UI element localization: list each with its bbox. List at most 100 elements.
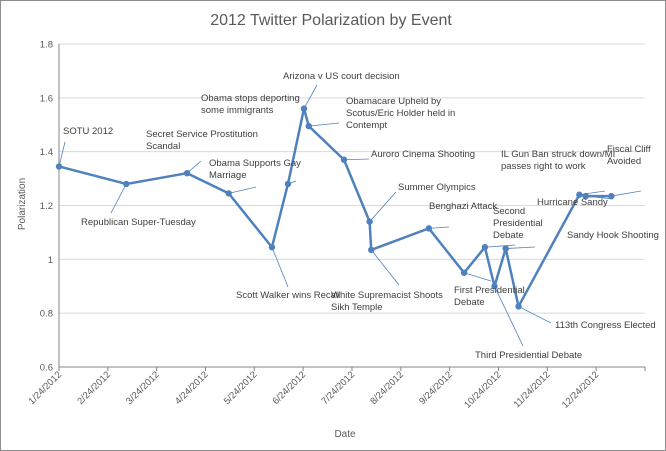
- annotation-leader: [428, 226, 450, 229]
- data-point: [340, 156, 348, 163]
- x-tick-label: 11/24/2012: [512, 369, 553, 410]
- data-point: [460, 269, 468, 276]
- y-tick-label: 0.8: [40, 309, 53, 320]
- annotation-line: Third Presidential Debate: [475, 350, 582, 361]
- y-tick-label: 1.2: [40, 201, 53, 212]
- annotation-label: SOTU 2012: [63, 126, 113, 137]
- annotation-leader: [303, 84, 318, 109]
- annotation-line: Obamacare Upheld by: [346, 96, 441, 107]
- data-point: [268, 244, 276, 251]
- annotation-label: Benghazi Attack: [429, 201, 497, 212]
- annotation-label: Secret Service Prostitution Scandal: [146, 129, 258, 152]
- annotation-line: Sandy Hook Shooting: [567, 230, 659, 241]
- data-point: [576, 191, 583, 198]
- series-polarization: [55, 105, 615, 310]
- data-point: [515, 303, 522, 310]
- annotation-label: White Supremacist Shoots Sikh Temple: [331, 290, 443, 313]
- annotation-line: Scandal: [146, 141, 180, 152]
- data-point: [425, 225, 433, 232]
- annotation-leader: [505, 246, 536, 249]
- annotation-leader: [271, 247, 289, 288]
- y-tick-label: 0.6: [40, 363, 53, 374]
- y-axis-title: Polarization: [17, 178, 28, 230]
- x-tick-label: 5/24/2012: [222, 369, 260, 407]
- data-point: [305, 122, 312, 130]
- data-point: [225, 190, 232, 197]
- annotation-leader: [518, 306, 552, 324]
- annotation-leader: [228, 186, 257, 194]
- data-point: [608, 192, 615, 200]
- annotation-line: Second: [493, 206, 525, 217]
- annotation-line: Fiscal Cliff: [607, 144, 651, 155]
- y-tick-label: 1.6: [40, 93, 53, 104]
- y-tick-label: 1.4: [40, 147, 53, 158]
- annotation-label: Sandy Hook Shooting: [567, 230, 659, 241]
- annotation-leader: [110, 183, 127, 214]
- annotation-line: Presidential: [493, 218, 543, 229]
- annotation-line: Summer Olympics: [398, 182, 476, 193]
- annotation-label: Fiscal Cliff Avoided: [607, 144, 651, 167]
- annotation-line: Scott Walker wins Recall: [236, 290, 340, 301]
- annotation-line: Obama Supports Gay: [209, 158, 301, 169]
- annotation-line: Debate: [454, 297, 485, 308]
- annotation-label: Obama stops deporting some immigrants: [201, 93, 300, 116]
- annotation-label: Obama Supports Gay Marriage: [209, 158, 301, 181]
- annotation-label: 113th Congress Elected: [555, 320, 656, 331]
- data-point: [582, 192, 589, 200]
- annotation-line: Benghazi Attack: [429, 201, 497, 212]
- data-point: [300, 105, 308, 112]
- x-tick-label: 6/24/2012: [271, 369, 309, 407]
- annotation-line: First Presidential: [454, 285, 525, 296]
- annotation-line: Arizona v US court decision: [283, 71, 400, 82]
- y-tick-label: 1.8: [40, 40, 53, 51]
- annotation-line: 113th Congress Elected: [555, 320, 656, 331]
- annotation-line: Debate: [493, 230, 524, 241]
- y-tick-label: 1: [48, 255, 53, 266]
- annotation-label: Obamacare Upheld by Scotus/Eric Holder he…: [346, 96, 455, 131]
- annotation-label: Summer Olympics: [398, 182, 476, 193]
- annotation-line: passes right to work: [501, 161, 586, 172]
- annotation-leader: [343, 158, 370, 161]
- x-tick-label: 10/24/2012: [462, 369, 503, 410]
- annotation-leader: [484, 244, 516, 248]
- annotation-line: Avoided: [607, 156, 641, 167]
- annotation-line: IL Gun Ban struck down/MI: [501, 149, 615, 160]
- annotation-label: IL Gun Ban struck down/MI passes right to…: [501, 149, 615, 172]
- data-point: [183, 170, 191, 177]
- data-point: [491, 283, 498, 290]
- annotation-label: Third Presidential Debate: [475, 350, 582, 361]
- annotation-line: some immigrants: [201, 105, 274, 116]
- gridlines: [59, 43, 645, 314]
- annotation-leader: [611, 190, 642, 197]
- chart-title: 2012 Twitter Polarization by Event: [210, 12, 452, 29]
- annotation-leader: [370, 249, 400, 286]
- annotation-line: Hurricane Sandy: [537, 197, 608, 208]
- x-tick-label: 4/24/2012: [173, 369, 211, 407]
- x-axis-title: Date: [334, 429, 356, 440]
- annotation-leader: [369, 191, 397, 222]
- annotation-label: Second Presidential Debate: [493, 206, 543, 241]
- annotation-leader: [494, 286, 524, 347]
- annotation-label: Arizona v US court decision: [283, 71, 400, 82]
- annotation-label: Republican Super-Tuesday: [81, 217, 196, 228]
- x-tick-label: 2/24/2012: [75, 369, 113, 407]
- annotation-line: Scotus/Eric Holder held in: [346, 108, 455, 119]
- annotations: SOTU 2012 Republican Super-Tuesday Secret …: [63, 71, 659, 361]
- data-point: [284, 180, 292, 188]
- x-tick-label: 9/24/2012: [417, 369, 455, 407]
- annotation-line: Contempt: [346, 120, 388, 131]
- annotation-line: Marriage: [209, 170, 247, 181]
- annotation-line: Secret Service Prostitution: [146, 129, 258, 140]
- annotation-leaders: [58, 84, 642, 347]
- data-point: [123, 180, 130, 188]
- annotation-line: White Supremacist Shoots: [331, 290, 443, 301]
- annotation-line: Obama stops deporting: [201, 93, 300, 104]
- data-point: [366, 218, 373, 225]
- x-tick-label: 1/24/2012: [26, 369, 64, 407]
- annotation-leader: [58, 141, 66, 167]
- annotation-leader: [463, 272, 492, 282]
- data-point: [55, 163, 63, 170]
- data-point: [368, 246, 375, 254]
